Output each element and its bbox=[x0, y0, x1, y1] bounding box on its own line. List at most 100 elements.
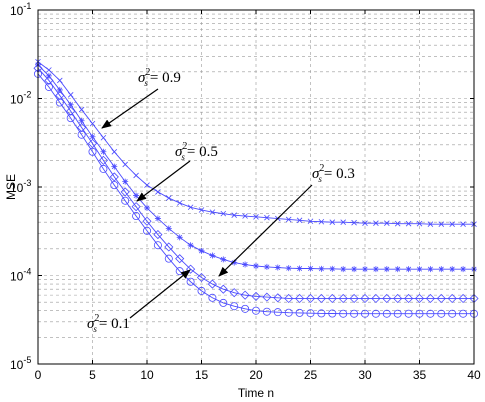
data-point bbox=[251, 306, 260, 315]
data-point bbox=[110, 181, 119, 190]
data-point bbox=[133, 172, 139, 179]
data-point bbox=[295, 308, 304, 317]
x-axis-title: Time n bbox=[238, 386, 274, 400]
y-tick-label: 10-3 bbox=[10, 178, 31, 195]
data-point bbox=[393, 309, 402, 318]
ticks: 0 5 10 15 20 25 30 35 40 10-5 10-4 10-3 10-2 10-1 bbox=[10, 1, 481, 382]
data-point bbox=[362, 220, 368, 226]
data-point bbox=[362, 266, 368, 273]
data-point bbox=[415, 309, 424, 318]
data-point bbox=[89, 120, 96, 127]
data-point bbox=[87, 138, 98, 149]
data-point bbox=[449, 266, 456, 273]
data-point bbox=[66, 106, 76, 116]
data-point bbox=[66, 114, 75, 123]
data-point bbox=[89, 133, 96, 140]
series-label-circle: σ2 s = 0.1 bbox=[87, 313, 130, 334]
series-x bbox=[35, 58, 477, 227]
data-point bbox=[436, 293, 446, 304]
data-point bbox=[131, 202, 141, 212]
data-point bbox=[100, 134, 107, 141]
y-tick-label: 10-1 bbox=[10, 1, 31, 18]
data-point bbox=[220, 210, 227, 217]
data-point bbox=[416, 266, 423, 273]
data-point bbox=[437, 309, 446, 318]
series-label-x: σ2 s = 0.9 bbox=[138, 67, 181, 88]
data-point bbox=[371, 293, 381, 304]
data-point bbox=[207, 279, 217, 289]
data-point bbox=[231, 259, 238, 266]
data-point bbox=[295, 293, 305, 304]
data-point bbox=[142, 226, 151, 235]
data-point bbox=[176, 200, 183, 206]
data-point bbox=[329, 265, 336, 272]
data-point bbox=[55, 90, 65, 101]
data-point bbox=[230, 302, 239, 311]
data-point bbox=[373, 220, 379, 226]
x-tick-label: 35 bbox=[413, 368, 427, 382]
data-point bbox=[121, 196, 130, 205]
data-point bbox=[349, 293, 359, 304]
data-point bbox=[458, 293, 468, 304]
x-tick-label: 10 bbox=[140, 368, 154, 382]
data-point bbox=[394, 266, 401, 273]
data-point bbox=[405, 220, 412, 227]
data-point bbox=[394, 220, 401, 227]
data-point bbox=[67, 92, 74, 98]
data-point bbox=[449, 221, 455, 227]
data-point bbox=[231, 212, 237, 218]
data-point bbox=[153, 241, 162, 250]
data-point bbox=[427, 266, 434, 273]
data-point bbox=[218, 284, 228, 294]
data-point bbox=[144, 204, 150, 211]
series-label-star: σ2 s = 0.5 bbox=[175, 141, 218, 162]
data-point bbox=[306, 309, 315, 318]
data-point bbox=[122, 161, 128, 168]
data-point bbox=[176, 234, 183, 241]
data-point bbox=[242, 213, 248, 219]
data-point bbox=[317, 309, 326, 318]
data-point bbox=[273, 308, 282, 317]
data-point bbox=[382, 293, 392, 304]
annotation-arrow bbox=[136, 160, 191, 202]
data-point bbox=[111, 163, 118, 170]
data-point bbox=[46, 67, 52, 73]
data-point bbox=[318, 265, 325, 272]
data-point bbox=[372, 266, 379, 273]
series-diamond bbox=[33, 63, 479, 304]
data-point bbox=[262, 307, 271, 316]
series-circle bbox=[34, 69, 478, 318]
data-point bbox=[384, 220, 390, 226]
y-tick-label: 10-5 bbox=[10, 355, 31, 372]
data-point bbox=[426, 309, 435, 318]
x-tick-label: 30 bbox=[358, 368, 372, 382]
data-point bbox=[405, 266, 412, 273]
data-point bbox=[229, 288, 239, 298]
x-tick-label: 0 bbox=[35, 368, 42, 382]
data-point bbox=[142, 216, 152, 226]
x-tick-label: 15 bbox=[195, 368, 209, 382]
data-point bbox=[263, 263, 270, 270]
data-point bbox=[78, 106, 85, 113]
data-point bbox=[120, 187, 130, 197]
series-label-diamond: σ2 s = 0.3 bbox=[312, 163, 355, 184]
data-point bbox=[360, 309, 369, 318]
data-point bbox=[393, 293, 403, 304]
data-point bbox=[78, 117, 85, 124]
data-point bbox=[209, 252, 216, 259]
data-point bbox=[448, 309, 457, 318]
annotation-arrow bbox=[218, 184, 313, 277]
data-point bbox=[296, 217, 303, 224]
data-point bbox=[196, 272, 207, 283]
data-point bbox=[382, 309, 391, 318]
data-point bbox=[198, 207, 205, 213]
grid bbox=[38, 10, 474, 364]
data-point bbox=[338, 293, 348, 304]
data-point bbox=[88, 147, 97, 156]
data-point bbox=[460, 221, 466, 227]
data-point bbox=[328, 309, 337, 318]
data-point bbox=[296, 265, 303, 272]
data-point bbox=[154, 215, 161, 222]
data-point bbox=[77, 130, 86, 139]
data-point bbox=[284, 308, 293, 317]
